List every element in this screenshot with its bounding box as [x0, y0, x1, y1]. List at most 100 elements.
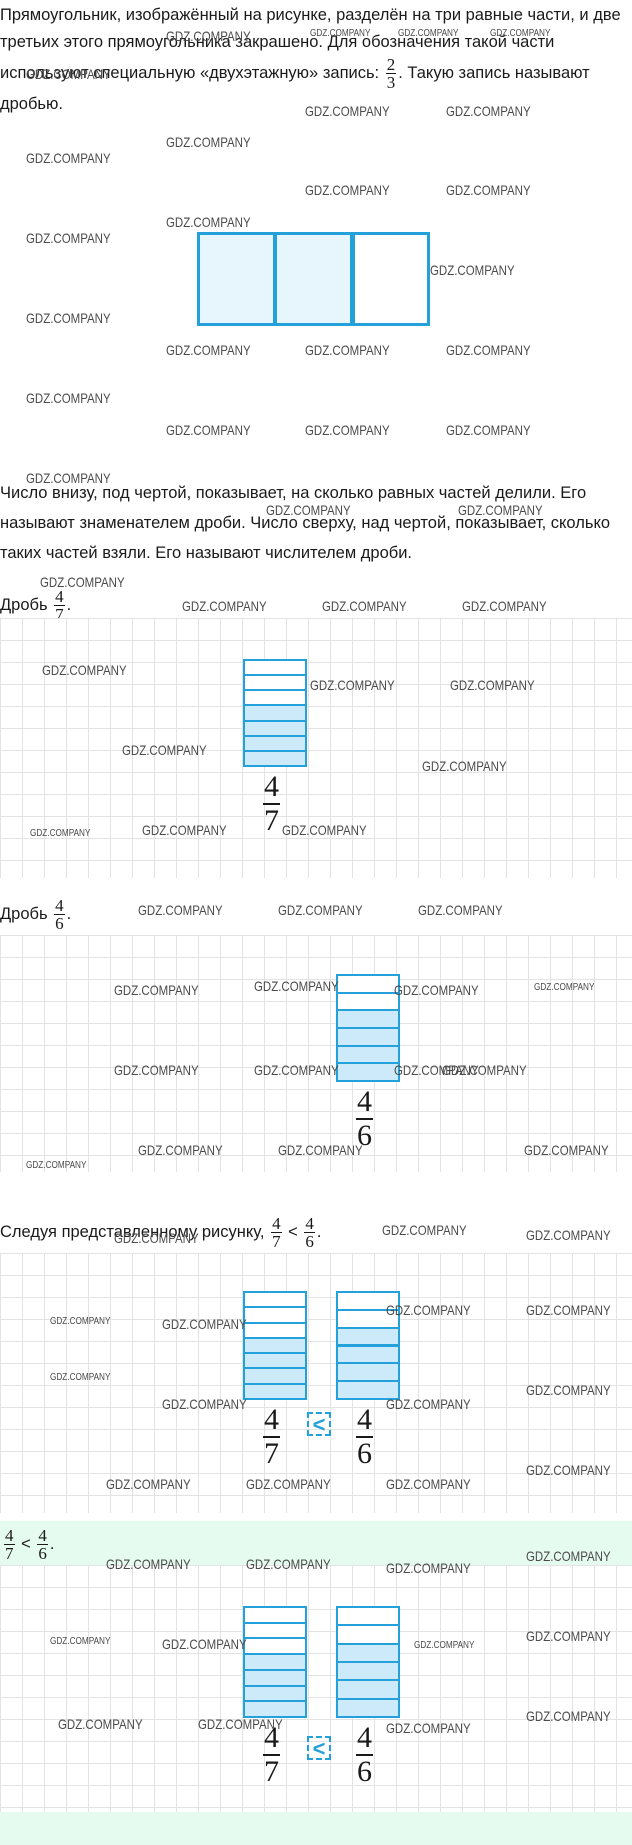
watermark: GDZ.COMPANY	[166, 28, 251, 44]
watermark: GDZ.COMPANY	[305, 342, 390, 358]
watermark: GDZ.COMPANY	[122, 742, 207, 758]
denominator: 3	[386, 73, 396, 92]
watermark: GDZ.COMPANY	[526, 1548, 611, 1564]
grid	[0, 1565, 632, 1812]
watermark: GDZ.COMPANY	[526, 1302, 611, 1318]
watermark: GDZ.COMPANY	[138, 1142, 223, 1158]
rectangle-part	[274, 232, 354, 326]
denominator: 7	[264, 1755, 279, 1788]
numerator: 4	[38, 1526, 47, 1545]
watermark: GDZ.COMPANY	[394, 982, 479, 998]
intro-text: Прямоугольник, изображённый на рисунке, …	[0, 6, 621, 82]
bar-part	[243, 1700, 307, 1718]
end: .	[316, 1222, 322, 1241]
watermark: GDZ.COMPANY	[382, 1222, 467, 1238]
watermark: GDZ.COMPANY	[50, 1636, 111, 1647]
bar-part	[336, 1679, 400, 1700]
watermark: GDZ.COMPANY	[386, 1396, 471, 1412]
numerator: 2	[386, 55, 396, 74]
watermark: GDZ.COMPANY	[162, 1316, 247, 1332]
watermark: GDZ.COMPANY	[166, 422, 251, 438]
watermark: GDZ.COMPANY	[246, 1556, 331, 1572]
numerator: 4	[264, 1403, 279, 1436]
watermark: GDZ.COMPANY	[58, 1716, 143, 1732]
bar-part	[336, 1661, 400, 1682]
denominator: 7	[272, 1232, 281, 1251]
bar-part	[336, 1624, 400, 1645]
numerator: 4	[55, 896, 64, 915]
watermark: GDZ.COMPANY	[526, 1628, 611, 1644]
bar-part	[336, 1642, 400, 1663]
bar-part	[336, 1697, 400, 1718]
watermark: GDZ.COMPANY	[182, 598, 267, 614]
watermark: GDZ.COMPANY	[310, 28, 371, 39]
numerator: 4	[264, 770, 279, 803]
watermark: GDZ.COMPANY	[166, 214, 251, 230]
watermark: GDZ.COMPANY	[278, 1142, 363, 1158]
grid	[0, 935, 632, 1172]
numerator: 4	[357, 1721, 372, 1754]
fraction-line	[263, 1436, 280, 1438]
watermark: GDZ.COMPANY	[422, 758, 507, 774]
watermark: GDZ.COMPANY	[446, 182, 531, 198]
text: Следуя представленному рисунку,	[0, 1222, 265, 1241]
watermark: GDZ.COMPANY	[386, 1302, 471, 1318]
watermark: GDZ.COMPANY	[50, 1316, 111, 1327]
watermark: GDZ.COMPANY	[458, 502, 543, 518]
watermark: GDZ.COMPANY	[398, 28, 459, 39]
numerator: 4	[5, 1526, 14, 1545]
intro-text: . Такую запись называют дробью.	[0, 63, 590, 113]
watermark: GDZ.COMPANY	[305, 103, 390, 119]
denominator: 6	[357, 1437, 372, 1470]
numerator: 4	[357, 1403, 372, 1436]
end: .	[49, 1534, 55, 1553]
watermark: GDZ.COMPANY	[106, 1556, 191, 1572]
watermark: GDZ.COMPANY	[310, 677, 395, 693]
watermark: GDZ.COMPANY	[114, 982, 199, 998]
watermark: GDZ.COMPANY	[246, 1476, 331, 1492]
watermark: GDZ.COMPANY	[524, 1142, 609, 1158]
watermark: GDZ.COMPANY	[254, 1062, 339, 1078]
watermark: GDZ.COMPANY	[254, 978, 339, 994]
answer-band	[0, 1521, 632, 1565]
grid	[0, 1253, 632, 1513]
watermark: GDZ.COMPANY	[534, 982, 595, 993]
numerator: 4	[264, 1721, 279, 1754]
watermark: GDZ.COMPANY	[305, 182, 390, 198]
watermark: GDZ.COMPANY	[442, 1062, 527, 1078]
rectangle-part	[197, 232, 276, 326]
comparison-sign: <	[307, 1736, 331, 1760]
denominator: 7	[264, 804, 279, 837]
watermark: GDZ.COMPANY	[446, 422, 531, 438]
rectangle-part	[351, 232, 431, 326]
bar-part	[336, 1380, 400, 1400]
denominator: 6	[38, 1544, 47, 1563]
watermark: GDZ.COMPANY	[166, 134, 251, 150]
bar-part	[336, 1606, 400, 1627]
sign: <	[21, 1534, 31, 1553]
watermark: GDZ.COMPANY	[266, 502, 351, 518]
watermark: GDZ.COMPANY	[114, 1230, 199, 1246]
fraction-line	[356, 1754, 373, 1756]
watermark: GDZ.COMPANY	[26, 390, 111, 406]
watermark: GDZ.COMPANY	[26, 230, 111, 246]
denominator: 7	[5, 1544, 14, 1563]
denominator: 6	[305, 1232, 314, 1251]
watermark: GDZ.COMPANY	[26, 310, 111, 326]
numerator: 4	[272, 1214, 281, 1233]
watermark: GDZ.COMPANY	[26, 66, 111, 82]
watermark: GDZ.COMPANY	[142, 822, 227, 838]
label: Дробь	[0, 595, 48, 614]
